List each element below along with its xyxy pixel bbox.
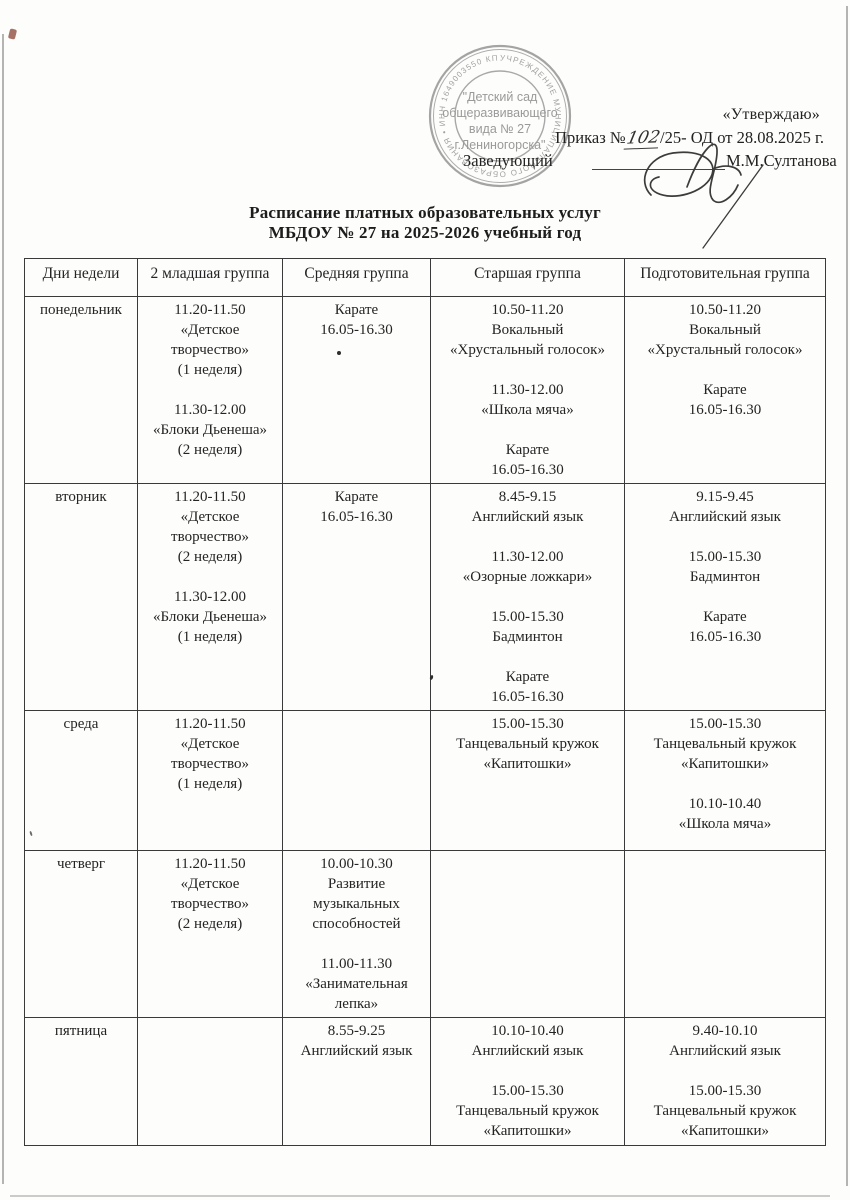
- cell-friday-preparatory: 9.40-10.10 Английский язык 15.00-15.30 Т…: [624, 1017, 826, 1146]
- column-header-middle: Средняя группа: [282, 258, 431, 297]
- day-label-monday: понедельник: [24, 296, 138, 484]
- cell-wednesday-middle: [282, 710, 431, 851]
- cell-friday-junior2: [137, 1017, 283, 1146]
- document-title: Расписание платных образовательных услуг…: [0, 203, 850, 242]
- day-label-thursday: четверг: [24, 850, 138, 1018]
- table-row-tuesday: вторник 11.20-11.50 «Детское творчество»…: [24, 483, 826, 711]
- cell-friday-middle: 8.55-9.25 Английский язык: [282, 1017, 431, 1146]
- cell-monday-junior2: 11.20-11.50 «Детское творчество» (1 неде…: [137, 296, 283, 484]
- round-stamp: УЧРЕЖДЕНИЕ МУНИЦИПАЛЬНОГО ОБРАЗОВАНИЯ • …: [427, 38, 572, 188]
- order-line: Приказ №102/25- ОД от 28.08.2025 г.: [555, 127, 824, 150]
- column-header-preparatory: Подготовительная группа: [624, 258, 826, 297]
- stamp-inner-ring: [454, 70, 546, 162]
- cell-thursday-senior: [430, 850, 625, 1018]
- column-header-junior2: 2 младшая группа: [137, 258, 283, 297]
- order-prefix: Приказ №: [555, 128, 626, 147]
- table-row-friday: пятница 8.55-9.25 Английский язык 10.10-…: [24, 1017, 826, 1146]
- head-name: М.М.Султанова: [726, 151, 837, 170]
- stamp-outer-ring-2: [433, 49, 567, 183]
- day-label-wednesday: среда: [24, 710, 138, 851]
- schedule-table: Дни недели 2 младшая группа Средняя груп…: [24, 258, 826, 1146]
- day-label-tuesday: вторник: [24, 483, 138, 711]
- cell-monday-preparatory: 10.50-11.20 Вокальный «Хрустальный голос…: [624, 296, 826, 484]
- table-row-monday: понедельник 11.20-11.50 «Детское творчес…: [24, 296, 826, 484]
- cell-wednesday-preparatory: 15.00-15.30 Танцевальный кружок «Капитош…: [624, 710, 826, 851]
- table-header-row: Дни недели 2 младшая группа Средняя груп…: [24, 258, 826, 297]
- cell-friday-senior: 10.10-10.40 Английский язык 15.00-15.30 …: [430, 1017, 625, 1146]
- day-label-friday: пятница: [24, 1017, 138, 1146]
- document-title-line2: МБДОУ № 27 на 2025-2026 учебный год: [268, 222, 582, 242]
- scan-edge-bottom: [10, 1195, 830, 1197]
- stamp-line-1: "Детский сад: [463, 90, 538, 104]
- table-row-thursday: четверг 11.20-11.50 «Детское творчество»…: [24, 850, 826, 1018]
- head-position-label: Заведующий: [463, 151, 553, 170]
- scan-edge-left: [2, 34, 4, 1184]
- stamp-center-text: "Детский сад общеразвивающего вида № 27 …: [442, 90, 558, 152]
- scan-speck: [7, 28, 18, 40]
- cell-monday-middle: Карате 16.05-16.30: [282, 296, 431, 484]
- stamp-outer-ring: [428, 44, 572, 188]
- cell-thursday-junior2: 11.20-11.50 «Детское творчество» (2 неде…: [137, 850, 283, 1018]
- stamp-line-3: вида № 27: [469, 122, 531, 136]
- order-suffix: /25- ОД от 28.08.2025 г.: [660, 128, 824, 147]
- stamp-line-4: г.Лениногорска": [455, 138, 546, 152]
- column-header-days: Дни недели: [24, 258, 138, 297]
- scan-dot: [337, 351, 341, 355]
- cell-tuesday-junior2: 11.20-11.50 «Детское творчество» (2 неде…: [137, 483, 283, 711]
- cell-tuesday-senior: 8.45-9.15 Английский язык 11.30-12.00 «О…: [430, 483, 625, 711]
- approve-label: «Утверждаю»: [722, 106, 820, 123]
- cell-wednesday-senior: 15.00-15.30 Танцевальный кружок «Капитош…: [430, 710, 625, 851]
- signature-line: [592, 169, 725, 170]
- table-row-wednesday: среда 11.20-11.50 «Детское творчество» (…: [24, 710, 826, 851]
- column-header-senior: Старшая группа: [430, 258, 625, 297]
- stamp-line-2: общеразвивающего: [442, 106, 558, 120]
- scan-edge-right: [846, 6, 848, 1186]
- cell-thursday-preparatory: [624, 850, 826, 1018]
- document-title-line1: Расписание платных образовательных услуг: [249, 203, 601, 222]
- cell-wednesday-junior2: 11.20-11.50 «Детское творчество» (1 неде…: [137, 710, 283, 851]
- cell-tuesday-middle: Карате 16.05-16.30: [282, 483, 431, 711]
- order-number-handwritten: 102: [623, 127, 663, 150]
- cell-thursday-middle: 10.00-10.30 Развитие музыкальных способн…: [282, 850, 431, 1018]
- cell-tuesday-preparatory: 9.15-9.45 Английский язык 15.00-15.30 Ба…: [624, 483, 826, 711]
- cell-monday-senior: 10.50-11.20 Вокальный «Хрустальный голос…: [430, 296, 625, 484]
